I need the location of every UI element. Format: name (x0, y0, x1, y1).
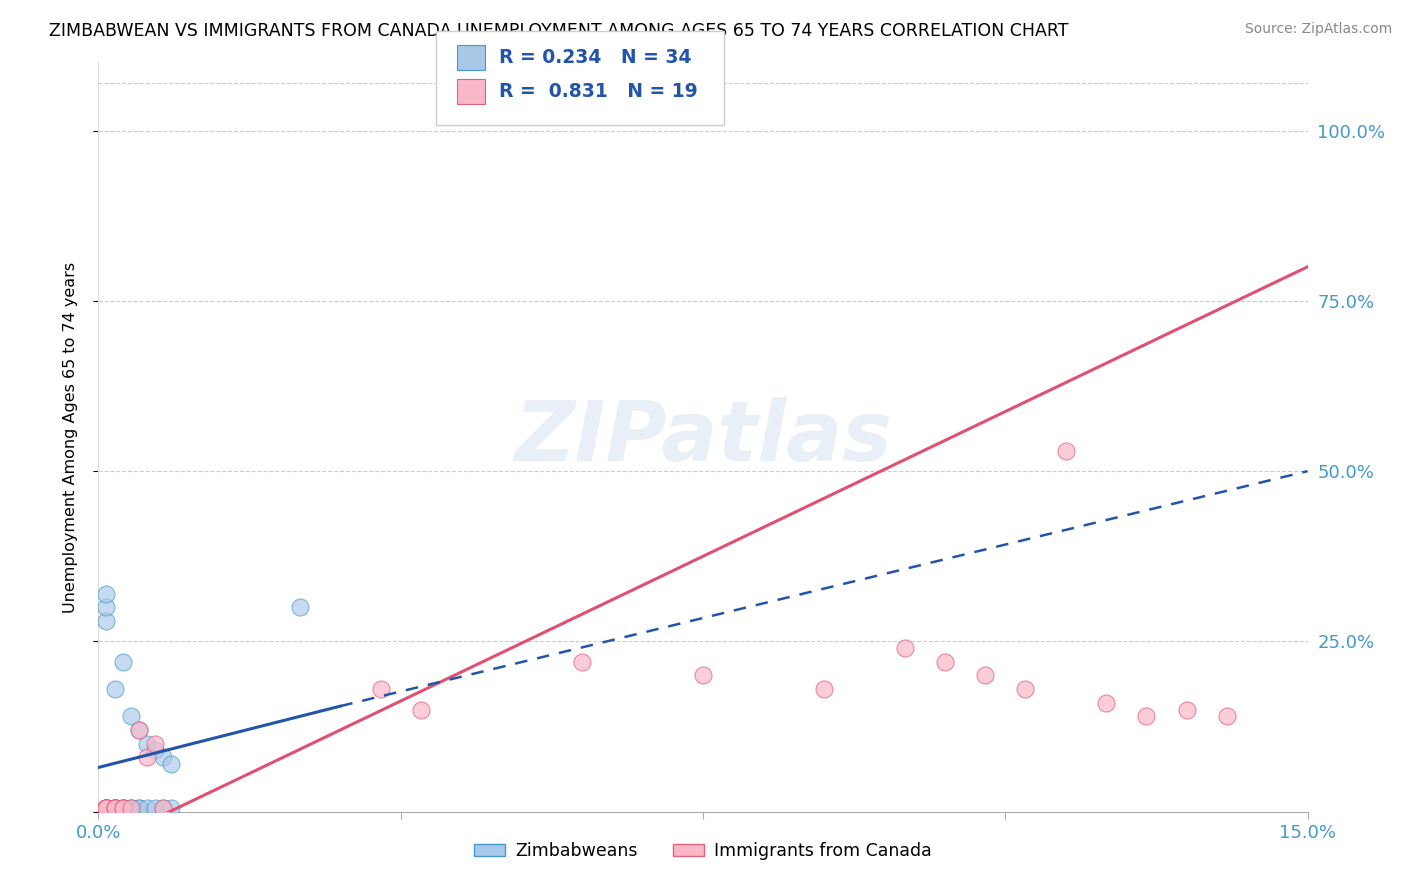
Point (1135, 709, 1157, 723)
Point (1095, 696, 1118, 710)
Point (288, 600, 311, 615)
Point (111, 801, 134, 815)
Point (96, 801, 118, 815)
Point (143, 737, 166, 751)
Point (111, 801, 134, 815)
Point (1054, 443, 1077, 458)
Point (96, 801, 118, 815)
Point (1175, 702, 1198, 716)
Point (135, 737, 157, 751)
Point (120, 709, 142, 723)
Point (571, 655, 593, 669)
Point (128, 723, 150, 737)
Point (120, 801, 142, 815)
Point (974, 668, 997, 682)
Point (143, 743, 166, 757)
Point (103, 682, 125, 697)
Point (96, 600, 118, 615)
Point (934, 655, 956, 669)
Point (160, 801, 183, 815)
Point (111, 801, 134, 815)
Point (813, 682, 835, 697)
Point (96, 614, 118, 628)
Point (96, 801, 118, 815)
Point (128, 801, 150, 815)
Point (96, 801, 118, 815)
Point (893, 641, 915, 656)
Point (1216, 709, 1239, 723)
Y-axis label: Unemployment Among Ages 65 to 74 years: Unemployment Among Ages 65 to 74 years (63, 261, 77, 613)
Point (152, 801, 174, 815)
Point (96, 801, 118, 815)
Point (120, 801, 142, 815)
Point (103, 801, 125, 815)
Point (135, 801, 157, 815)
Point (409, 702, 432, 716)
Point (370, 682, 392, 697)
Text: ZIMBABWEAN VS IMMIGRANTS FROM CANADA UNEMPLOYMENT AMONG AGES 65 TO 74 YEARS CORR: ZIMBABWEAN VS IMMIGRANTS FROM CANADA UNE… (49, 22, 1069, 40)
Text: R = 0.234   N = 34: R = 0.234 N = 34 (499, 47, 692, 67)
Point (96, 801, 118, 815)
Point (103, 801, 125, 815)
Legend: Zimbabweans, Immigrants from Canada: Zimbabweans, Immigrants from Canada (467, 835, 939, 867)
Point (160, 757, 183, 772)
Text: ZIPatlas: ZIPatlas (515, 397, 891, 477)
Point (96, 801, 118, 815)
Point (103, 801, 125, 815)
Point (111, 801, 134, 815)
Point (1014, 682, 1036, 697)
Point (128, 723, 150, 737)
Point (103, 801, 125, 815)
Point (128, 801, 150, 815)
Point (96, 587, 118, 601)
Point (96, 801, 118, 815)
Point (103, 801, 125, 815)
Point (692, 668, 714, 682)
Point (120, 801, 142, 815)
Point (135, 750, 157, 764)
Point (96, 801, 118, 815)
Point (103, 801, 125, 815)
Point (111, 655, 134, 669)
Point (103, 801, 125, 815)
Point (111, 801, 134, 815)
Text: R =  0.831   N = 19: R = 0.831 N = 19 (499, 82, 697, 102)
Point (152, 801, 174, 815)
Point (103, 801, 125, 815)
Point (152, 750, 174, 764)
Text: Source: ZipAtlas.com: Source: ZipAtlas.com (1244, 22, 1392, 37)
Point (143, 801, 166, 815)
Point (96, 801, 118, 815)
